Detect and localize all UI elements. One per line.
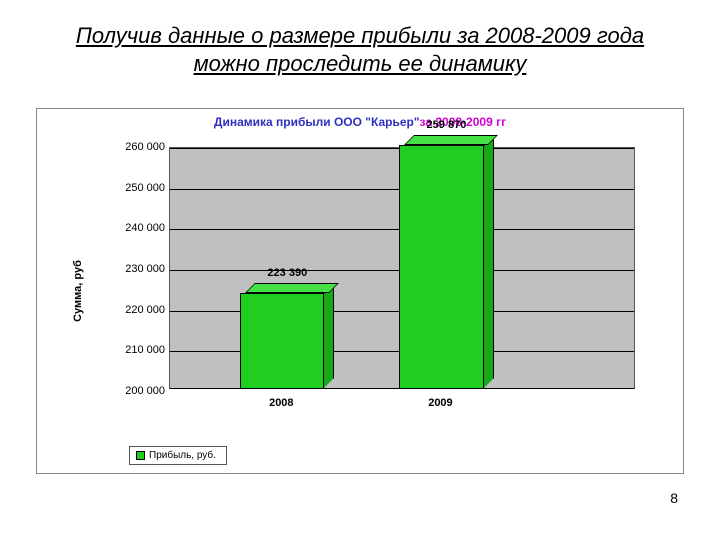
y-tick-label: 250 000 xyxy=(109,182,165,194)
plot-area: 223 390259 870 xyxy=(169,147,635,389)
bar-front xyxy=(399,145,483,388)
plot-floor xyxy=(170,388,634,389)
page-number: 8 xyxy=(670,490,678,506)
legend-swatch xyxy=(136,451,145,460)
x-tick-label: 2009 xyxy=(428,397,452,409)
bar-top xyxy=(404,135,498,145)
bar-side xyxy=(484,135,494,388)
bar-value-label: 259 870 xyxy=(427,119,467,131)
y-tick-label: 230 000 xyxy=(109,263,165,275)
y-tick-label: 260 000 xyxy=(109,141,165,153)
y-tick-label: 200 000 xyxy=(109,385,165,397)
y-tick-label: 240 000 xyxy=(109,222,165,234)
title-line-2: можно проследить ее динамику xyxy=(194,51,527,76)
plot-wrap: 223 390259 870 200 000 210 000 220 000 230 … xyxy=(109,139,643,413)
chart-title: Динамика прибыли ООО "Карьер"за 2008-200… xyxy=(37,115,683,129)
y-axis-label: Сумма, руб xyxy=(72,260,84,322)
slide-title: Получив данные о размере прибыли за 2008… xyxy=(0,22,720,77)
x-tick-label: 2008 xyxy=(269,397,293,409)
bar xyxy=(399,135,493,388)
chart-title-a: Динамика прибыли ООО "Карьер" xyxy=(214,115,420,129)
legend: Прибыль, руб. xyxy=(129,446,227,465)
title-line-1: Получив данные о размере прибыли за 2008… xyxy=(76,23,644,48)
bar-side xyxy=(324,283,334,388)
y-tick-label: 220 000 xyxy=(109,304,165,316)
slide: Получив данные о размере прибыли за 2008… xyxy=(0,0,720,540)
bar-value-label: 223 390 xyxy=(267,267,307,279)
chart-container: Динамика прибыли ООО "Карьер"за 2008-200… xyxy=(36,108,684,474)
legend-label: Прибыль, руб. xyxy=(149,450,216,461)
y-tick-label: 210 000 xyxy=(109,344,165,356)
bar-front xyxy=(240,293,324,388)
bar xyxy=(240,283,334,388)
bar-top xyxy=(245,283,339,293)
